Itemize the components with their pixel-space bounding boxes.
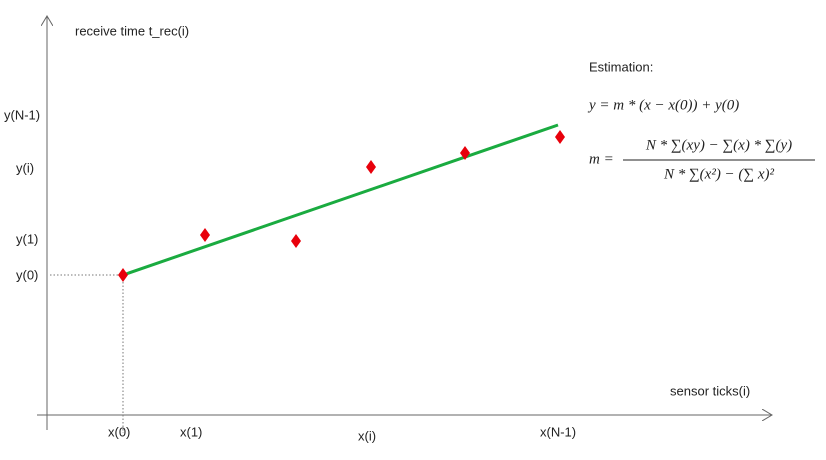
point <box>555 130 565 144</box>
x-tick-label: x(N-1) <box>540 424 576 439</box>
estimation-title: Estimation: <box>589 59 653 74</box>
y-tick-label: y(1) <box>16 231 38 246</box>
data-points <box>118 130 565 282</box>
x-tick-label: x(i) <box>358 428 376 443</box>
x-tick-label: x(0) <box>108 424 130 439</box>
y-axis-label: receive time t_rec(i) <box>75 23 189 38</box>
x-axis-label: sensor ticks(i) <box>670 383 750 398</box>
point <box>291 234 301 248</box>
slope-denominator: N * ∑(x²) − (∑ x)² <box>663 166 775 182</box>
point <box>118 268 128 282</box>
line-equation: y = m * (x − x(0)) + y(0) <box>587 97 739 113</box>
y-tick-label: y(0) <box>16 267 38 282</box>
y-tick-label: y(i) <box>16 160 34 175</box>
y-tick-label: y(N-1) <box>4 107 40 122</box>
slope-numerator: N * ∑(xy) − ∑(x) * ∑(y) <box>645 137 792 153</box>
point <box>366 160 376 174</box>
point <box>460 146 470 160</box>
x-tick-label: x(1) <box>180 424 202 439</box>
slope-lhs: m = <box>589 151 614 167</box>
fit-line <box>122 123 559 277</box>
point <box>200 228 210 242</box>
